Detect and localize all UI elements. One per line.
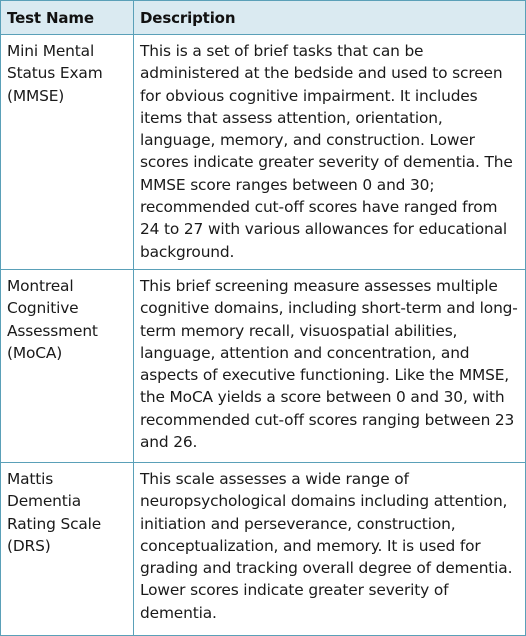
column-header-test-name: Test Name	[0, 0, 134, 35]
table-row: Mattis Dementia Rating Scale (DRS) This …	[0, 461, 526, 636]
test-name-cell: Mini Mental Status Exam (MMSE)	[0, 34, 134, 270]
description-moca: This brief screening measure assesses mu…	[140, 276, 518, 452]
test-name-mmse: Mini Mental Status Exam (MMSE)	[7, 42, 103, 105]
test-name-drs: Mattis Dementia Rating Scale (DRS)	[7, 469, 102, 555]
table-body: Mini Mental Status Exam (MMSE) This is a…	[0, 34, 526, 636]
description-drs: This scale assesses a wide range of neur…	[140, 469, 513, 622]
test-name-moca: Montreal Cognitive Assessment (MoCA)	[7, 276, 98, 362]
header-row: Test Name Description	[0, 0, 526, 35]
description-cell: This scale assesses a wide range of neur…	[133, 461, 526, 636]
test-name-cell: Mattis Dementia Rating Scale (DRS)	[0, 461, 134, 636]
table-row: Montreal Cognitive Assessment (MoCA) Thi…	[0, 268, 526, 463]
test-name-cell: Montreal Cognitive Assessment (MoCA)	[0, 268, 134, 463]
description-cell: This is a set of brief tasks that can be…	[133, 34, 526, 270]
column-header-description: Description	[133, 0, 526, 35]
table-header: Test Name Description	[0, 0, 526, 35]
table-row: Mini Mental Status Exam (MMSE) This is a…	[0, 34, 526, 270]
description-cell: This brief screening measure assesses mu…	[133, 268, 526, 463]
description-mmse: This is a set of brief tasks that can be…	[140, 42, 513, 261]
